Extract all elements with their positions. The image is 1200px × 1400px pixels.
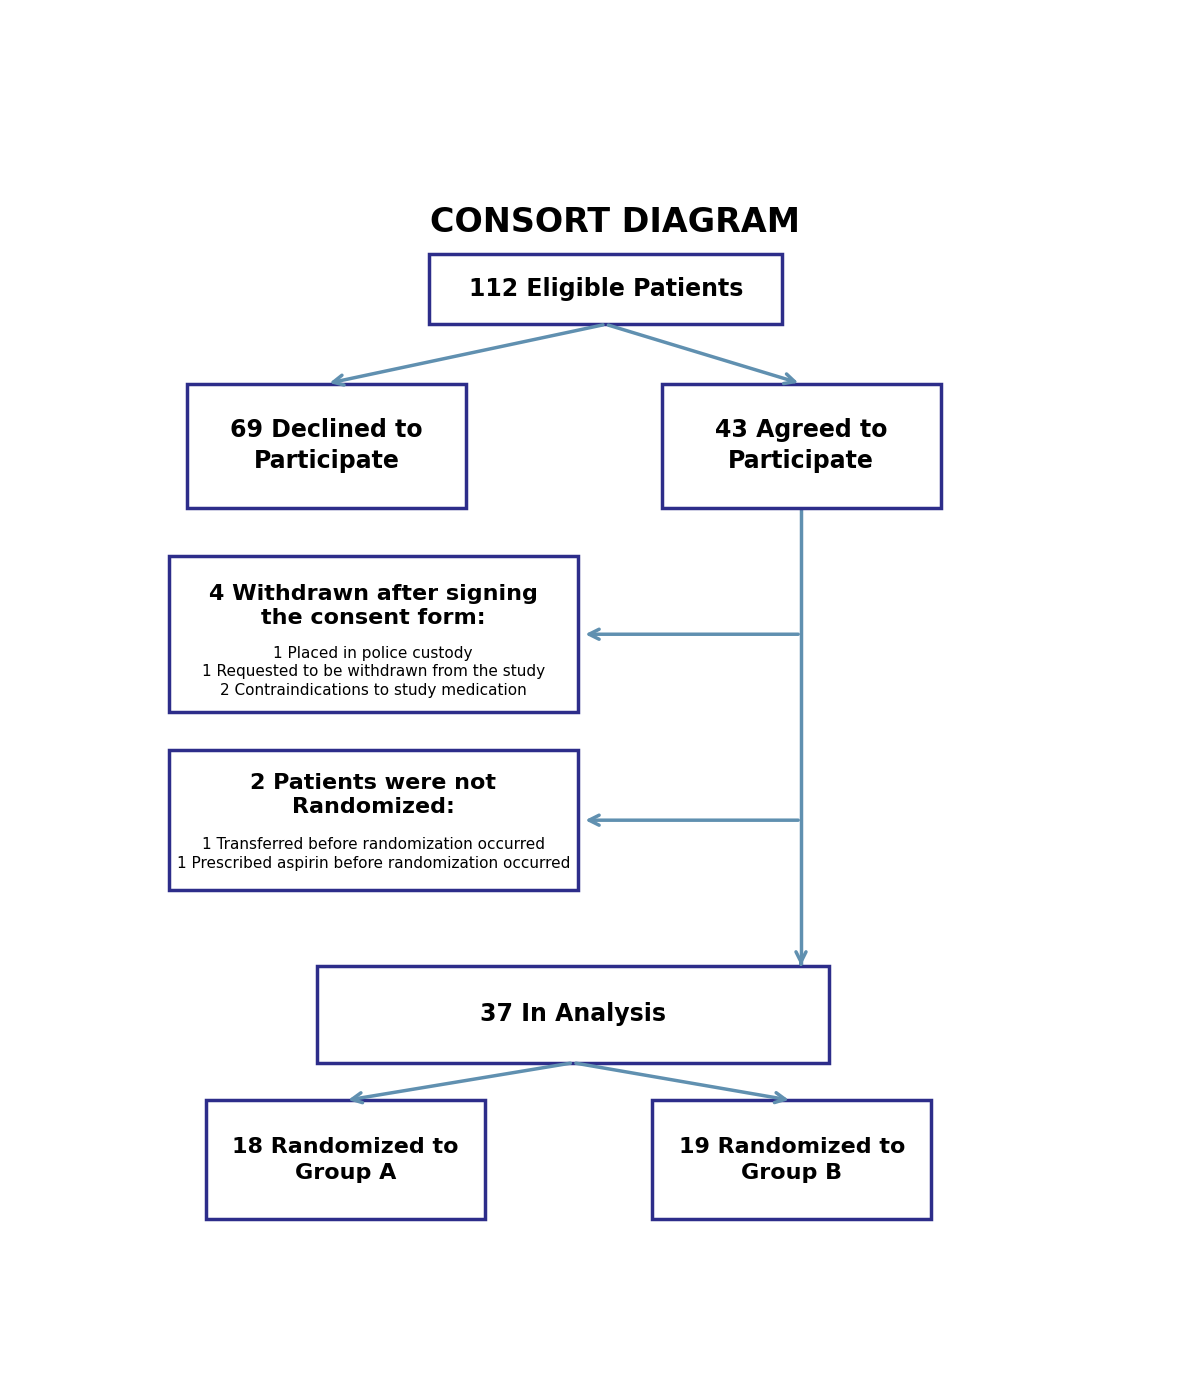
Text: 1 Transferred before randomization occurred
1 Prescribed aspirin before randomiz: 1 Transferred before randomization occur…: [176, 837, 570, 871]
Text: 19 Randomized to
Group B: 19 Randomized to Group B: [678, 1137, 905, 1183]
FancyBboxPatch shape: [206, 1100, 485, 1219]
FancyBboxPatch shape: [661, 384, 941, 508]
Text: 4 Withdrawn after signing
the consent form:: 4 Withdrawn after signing the consent fo…: [209, 584, 538, 629]
Text: 18 Randomized to
Group A: 18 Randomized to Group A: [232, 1137, 458, 1183]
Text: 2 Patients were not
Randomized:: 2 Patients were not Randomized:: [250, 773, 497, 818]
FancyBboxPatch shape: [168, 556, 578, 713]
FancyBboxPatch shape: [187, 384, 466, 508]
Text: 43 Agreed to
Participate: 43 Agreed to Participate: [715, 417, 887, 473]
Text: 69 Declined to
Participate: 69 Declined to Participate: [230, 417, 424, 473]
FancyBboxPatch shape: [168, 750, 578, 890]
Text: 37 In Analysis: 37 In Analysis: [480, 1002, 666, 1026]
Text: 112 Eligible Patients: 112 Eligible Patients: [468, 277, 743, 301]
FancyBboxPatch shape: [317, 966, 829, 1063]
Text: 1 Placed in police custody
1 Requested to be withdrawn from the study
2 Contrain: 1 Placed in police custody 1 Requested t…: [202, 645, 545, 697]
FancyBboxPatch shape: [653, 1100, 931, 1219]
FancyBboxPatch shape: [430, 255, 782, 325]
Text: CONSORT DIAGRAM: CONSORT DIAGRAM: [430, 206, 800, 239]
